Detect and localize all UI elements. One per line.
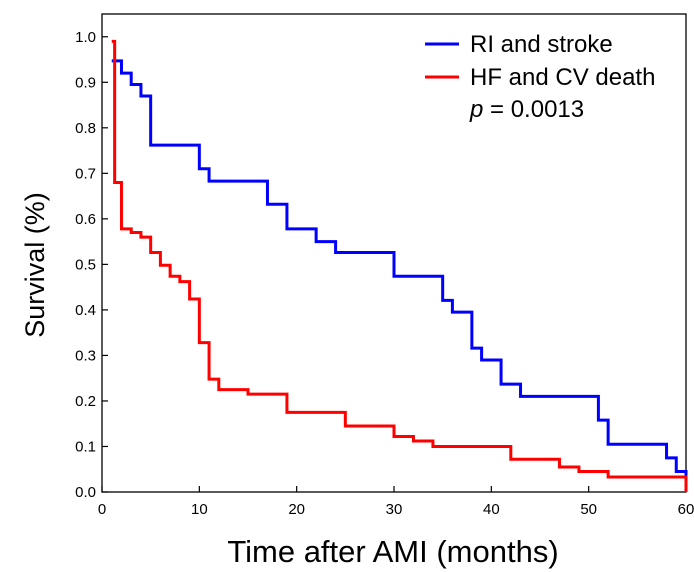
y-tick-label: 0.8 [75,120,96,137]
y-axis-title: Survival (%) [20,192,50,338]
y-tick-label: 0.1 [75,438,96,455]
x-tick-label: 50 [580,501,597,518]
y-tick-label: 0.7 [75,165,96,182]
x-tick-label: 20 [288,501,305,518]
y-tick-label: 0.5 [75,256,96,273]
x-tick-label: 10 [191,501,208,518]
y-tick-label: 0.3 [75,347,96,364]
series-line-hf-cv-death [111,39,688,492]
x-tick-label: 40 [483,501,500,518]
x-tick-label: 30 [386,501,403,518]
x-tick-label: 60 [678,501,694,518]
p-value: = 0.0013 [483,96,584,123]
series-layer [111,39,688,492]
y-tick-label: 0.2 [75,393,96,410]
x-tick-label: 0 [98,501,106,518]
y-axis: 0.0 0.1 0.2 0.3 0.4 0.5 0.6 0.7 0.8 0.9 1.0 [75,29,108,501]
y-tick-label: 0.6 [75,211,96,228]
x-axis: 0 10 20 30 40 50 60 [98,486,694,518]
legend: RI and stroke HF and CV death p = 0.0013 [425,31,655,123]
x-axis-title: Time after AMI (months) [227,534,558,569]
legend-label-hf-cv: HF and CV death [470,64,655,91]
y-tick-label: 1.0 [75,29,96,46]
series-line-ri-stroke [111,59,688,492]
p-value-annotation: p = 0.0013 [469,96,584,123]
legend-label-ri-stroke: RI and stroke [470,31,613,58]
p-italic: p [469,96,483,123]
y-tick-label: 0.4 [75,302,96,319]
y-tick-label: 0.9 [75,74,96,91]
y-tick-label: 0.0 [75,484,96,501]
